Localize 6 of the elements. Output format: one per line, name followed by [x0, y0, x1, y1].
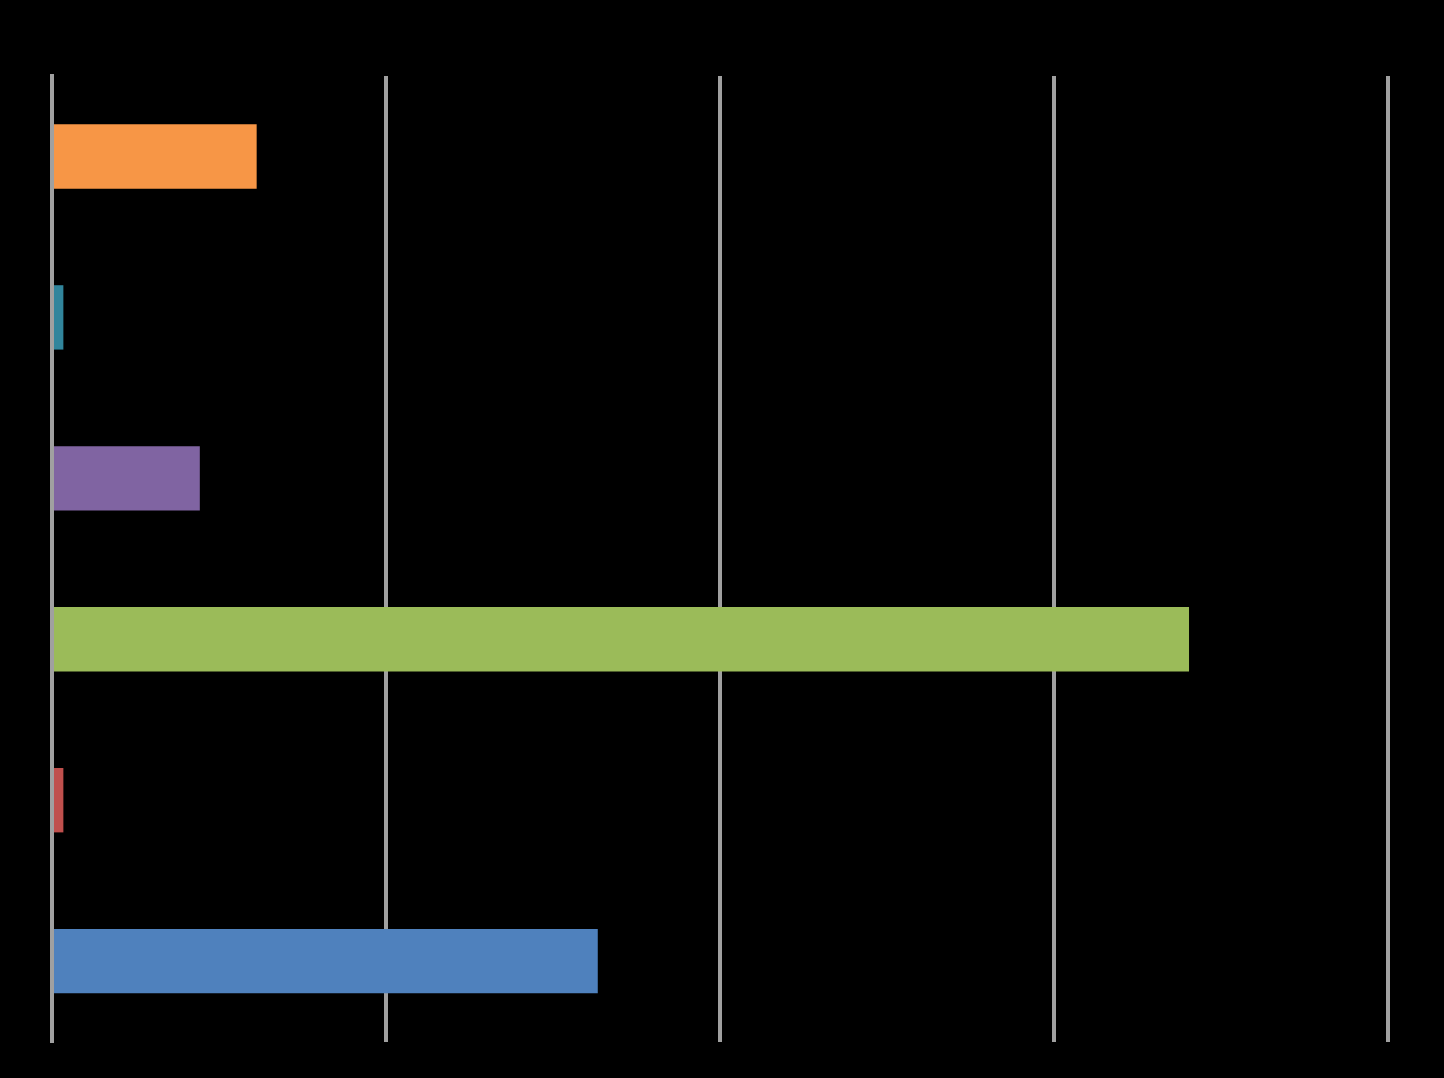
bar	[54, 768, 64, 833]
bar	[54, 446, 200, 511]
bar	[54, 607, 1190, 672]
bar	[54, 124, 257, 189]
bar	[54, 928, 598, 994]
bar	[54, 285, 64, 350]
